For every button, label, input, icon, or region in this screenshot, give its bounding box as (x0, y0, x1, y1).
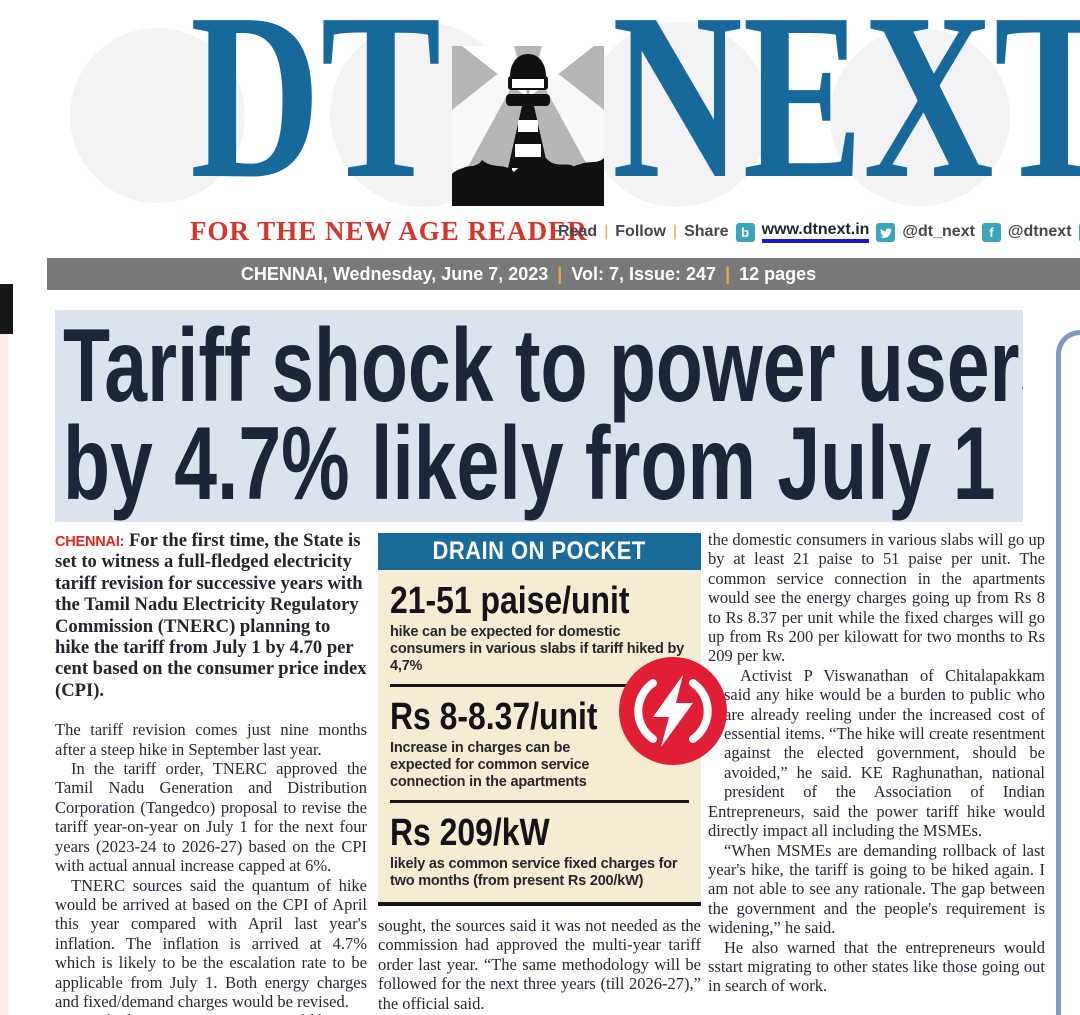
headline-line-2: by 4.7% likely from July 1 (63, 406, 996, 522)
stat-value: Rs 8-8.37/unit (390, 696, 598, 738)
separator: | (604, 223, 609, 240)
adjacent-page-strip (0, 334, 8, 1015)
follow-label: Follow (615, 223, 666, 240)
paragraph: Activist P Viswanathan of Chitalapakkam … (708, 666, 1045, 841)
paragraph: In the tariff order, TNERC approved the … (55, 759, 367, 876)
stat-desc: likely as common service fixed charges f… (390, 856, 678, 889)
infobox-title: DRAIN ON POCKET (432, 537, 647, 565)
paragraph-text: Activist P Viswanathan of Chitalapakkam … (708, 665, 1045, 841)
facebook-handle[interactable]: @dtnext (1007, 223, 1072, 240)
website-link[interactable]: www.dtnext.in (761, 221, 870, 243)
logo-text-dt: DT (190, 0, 442, 228)
read-label: Read (558, 223, 598, 240)
stat-desc: Increase in charges can be expected for … (390, 740, 590, 790)
stat-desc: hike can be expected for domestic consum… (390, 624, 684, 674)
divider (390, 684, 689, 687)
article-column-3: the domestic consumers in various slabs … (708, 530, 1045, 996)
browser-icon: b (735, 222, 755, 242)
paragraph: sought, the sources said it was not need… (378, 916, 701, 1013)
paragraph: He also warned that the entrepreneurs wo… (708, 937, 1045, 996)
lead-paragraph: CHENNAI: For the first time, the State i… (55, 530, 367, 701)
lightning-icon (619, 657, 727, 765)
city-prefix: CHENNAI: (55, 534, 125, 550)
paragraph: If the tariff is hiked at 4.7%, the tari… (378, 1013, 701, 1015)
volume-issue: Vol: 7, Issue: 247 (571, 263, 717, 284)
dateline-bar: CHENNAI, Wednesday, June 7, 2023 | Vol: … (47, 258, 1080, 290)
infobox-header: DRAIN ON POCKET (378, 533, 701, 570)
facebook-icon: f (981, 222, 1001, 242)
paragraph: “When MSMEs are demanding rollback of la… (708, 840, 1045, 938)
separator: | (725, 263, 731, 284)
masthead-tagline: FOR THE NEW AGE READER (190, 216, 588, 246)
infobox-body: 21-51 paise/unit hike can be expected fo… (378, 570, 701, 902)
adjacent-content-box-border (1056, 330, 1080, 1015)
lead-text: For the first time, the State is set to … (55, 530, 367, 701)
watermark-oval (585, 22, 770, 207)
column-2-text: sought, the sources said it was not need… (378, 916, 701, 1015)
twitter-icon (876, 222, 896, 242)
headline-line-1: Tariff shock to power users (63, 310, 1023, 424)
paragraph: TNERC sources said the quantum of hike w… (55, 875, 367, 1011)
article-column-2: DRAIN ON POCKET 21-51 paise/unit hike ca… (378, 533, 701, 1015)
paragraph: On whether consumers' views would be (55, 1011, 367, 1015)
share-label: Share (684, 223, 729, 240)
separator: | (557, 263, 563, 284)
headline-block: Tariff shock to power users by 4.7% like… (55, 310, 1023, 522)
twitter-handle[interactable]: @dt_next (902, 223, 975, 240)
stat-value: Rs 209/kW (390, 812, 550, 854)
social-bar: Read | Follow | Share b www.dtnext.in @d… (558, 221, 1080, 243)
watermark-oval (830, 28, 1010, 206)
lighthouse-icon (452, 46, 604, 206)
watermark-oval (70, 28, 245, 203)
instagram-icon (1078, 222, 1080, 242)
city-date: CHENNAI, Wednesday, June 7, 2023 (240, 263, 549, 284)
article-column-1: CHENNAI: For the first time, the State i… (55, 530, 367, 1015)
stat-value: 21-51 paise/unit (390, 580, 630, 622)
adjacent-page-black-fragment (0, 284, 13, 334)
page-count: 12 pages (739, 263, 817, 284)
masthead: DT NEXT FOR THE NEW AGE READER Read | Fo… (0, 0, 1080, 258)
paragraph: the domestic consumers in various slabs … (708, 530, 1045, 666)
separator: | (672, 223, 678, 240)
divider (390, 800, 689, 803)
paragraph: The tariff revision comes just nine mont… (55, 720, 367, 759)
logo-text-next: NEXT (612, 0, 1080, 228)
